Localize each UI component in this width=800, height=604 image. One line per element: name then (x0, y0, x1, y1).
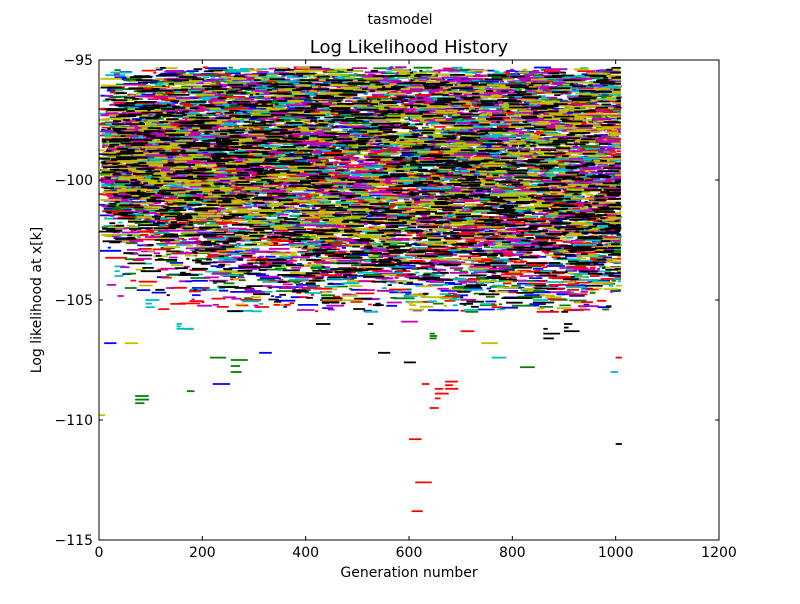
trace-line (112, 135, 618, 296)
x-tick-label: 800 (499, 545, 526, 561)
y-tick-label: −105 (55, 293, 93, 309)
trace-line (116, 111, 620, 220)
trace-line (99, 68, 621, 232)
trace-line (103, 69, 621, 253)
x-tick-label: 1000 (598, 545, 634, 561)
x-tick-label: 200 (189, 545, 216, 561)
trace-line (109, 140, 621, 310)
chart-title: Log Likelihood History (310, 37, 509, 58)
x-tick-label: 1200 (701, 545, 737, 561)
trace-line (107, 96, 621, 275)
x-axis-label: Generation number (340, 565, 477, 581)
y-tick-label: −100 (55, 173, 93, 189)
x-axis: 0 200 400 600 800 1000 1200 (95, 60, 737, 561)
series-6 (99, 66, 622, 445)
trace-line (112, 89, 619, 254)
trace-line (117, 163, 620, 300)
trace-line (106, 75, 621, 252)
trace-line (105, 97, 621, 265)
trace-line (102, 71, 621, 182)
trace-line (118, 76, 621, 257)
trace-line (107, 88, 621, 247)
x-tick-label: 0 (95, 545, 104, 561)
trace-line (101, 81, 616, 297)
trace-line (110, 150, 621, 304)
y-axis: −115 −110 −105 −100 −95 (55, 53, 719, 549)
trace-line (105, 67, 620, 313)
x-tick-label: 600 (396, 545, 423, 561)
x-tick-label: 400 (292, 545, 319, 561)
y-axis-label: Log likelihood at x[k] (29, 227, 45, 373)
y-tick-label: −115 (55, 533, 93, 549)
trace-line (101, 161, 621, 313)
chart-suptitle: tasmodel (368, 12, 433, 28)
trace-line (112, 107, 621, 247)
plot-area (99, 66, 622, 513)
y-tick-label: −95 (63, 53, 93, 69)
y-tick-label: −110 (55, 413, 93, 429)
